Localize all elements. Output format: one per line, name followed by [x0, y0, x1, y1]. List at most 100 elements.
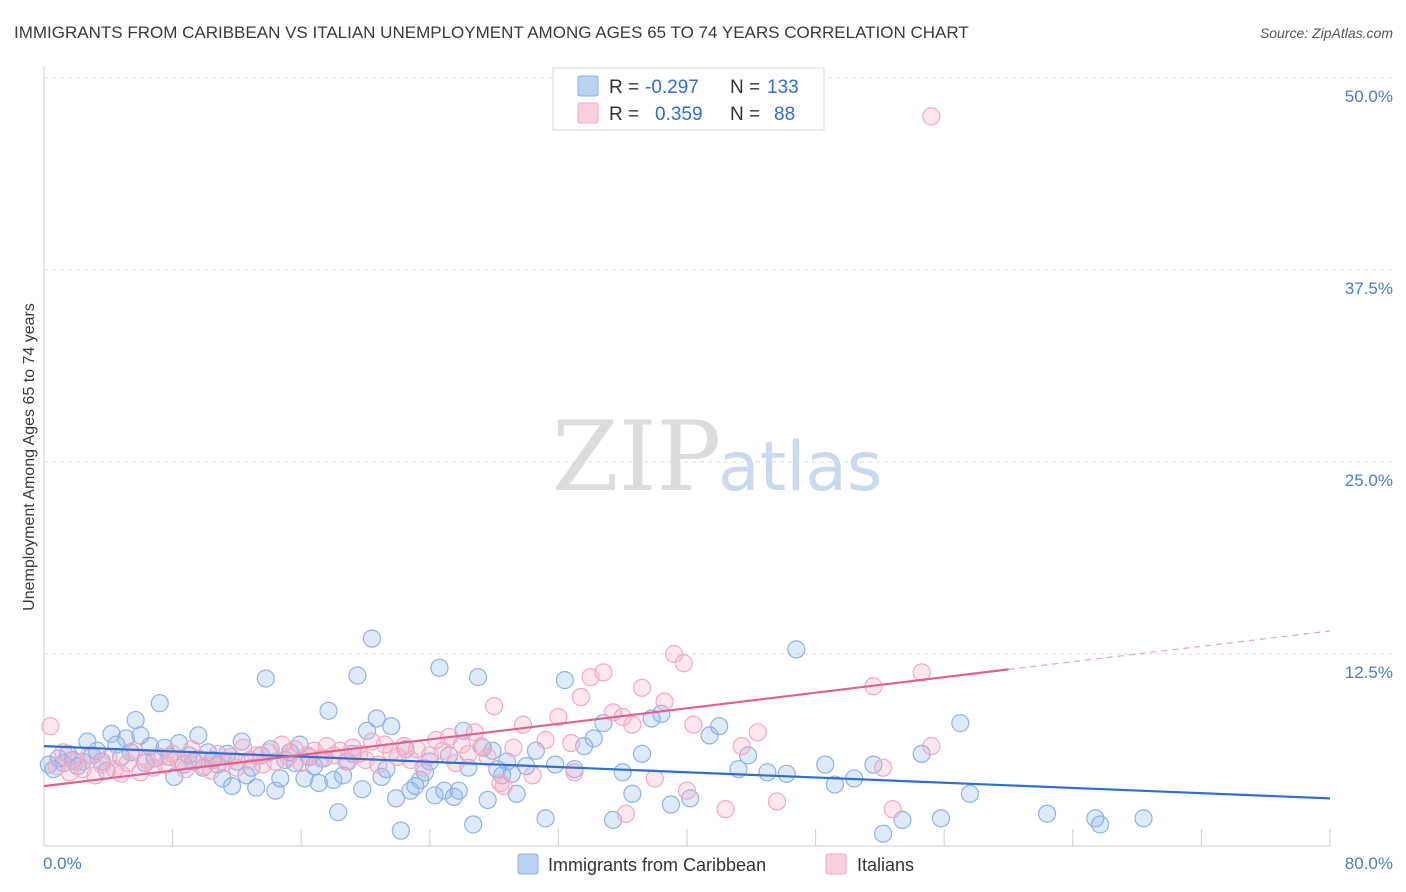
legend-n-label-italians: N =: [730, 104, 760, 125]
point-italians: [623, 715, 642, 734]
point-caribbean: [738, 746, 758, 765]
point-caribbean: [787, 640, 806, 659]
point-caribbean: [1091, 815, 1110, 834]
point-caribbean: [536, 809, 555, 828]
point-caribbean: [632, 744, 652, 763]
point-caribbean: [353, 780, 372, 799]
point-caribbean: [758, 763, 777, 782]
point-caribbean: [874, 824, 893, 843]
stats-legend: R = -0.297 N = 133 R = 0.359 N = 88: [552, 67, 825, 131]
point-italians: [472, 737, 491, 756]
series-legend: Immigrants from Caribbean Italians: [517, 853, 914, 875]
point-caribbean: [825, 775, 844, 794]
point-caribbean: [406, 776, 425, 796]
point-italians: [922, 107, 941, 126]
point-caribbean: [150, 694, 169, 713]
y-tick-label: 37.5%: [1345, 279, 1393, 298]
point-caribbean: [960, 784, 980, 803]
series-legend-label-italians: Italians: [857, 855, 914, 875]
y-tick-labels: 12.5% 25.0% 37.5% 50.0%: [1345, 87, 1393, 682]
point-italians: [748, 723, 767, 742]
point-caribbean: [710, 717, 729, 736]
point-caribbean: [700, 726, 719, 745]
y-tick-label: 25.0%: [1345, 471, 1393, 490]
point-caribbean: [613, 763, 632, 782]
point-italians: [665, 644, 684, 664]
point-caribbean: [348, 666, 367, 685]
point-caribbean: [464, 815, 483, 834]
point-italians: [182, 740, 201, 759]
trend-layer: [43, 630, 1331, 800]
chart-source: Source: ZipAtlas.com: [1260, 25, 1393, 41]
series-legend-label-caribbean: Immigrants from Caribbean: [548, 855, 766, 875]
point-caribbean: [816, 755, 835, 774]
point-caribbean: [468, 667, 488, 687]
point-italians: [732, 737, 751, 756]
point-italians: [922, 737, 941, 756]
point-caribbean: [546, 755, 565, 774]
point-caribbean: [435, 781, 454, 800]
point-italians: [485, 697, 504, 716]
point-italians: [571, 687, 591, 707]
series-legend-swatch-italians: [825, 853, 847, 875]
point-caribbean: [271, 769, 290, 788]
point-italians: [523, 766, 542, 785]
point-italians: [594, 663, 613, 682]
trend-line-caribbean: [43, 745, 1331, 800]
point-italians: [562, 733, 581, 753]
point-caribbean: [391, 821, 410, 840]
point-caribbean: [1134, 809, 1153, 828]
point-italians: [767, 792, 787, 811]
point-italians: [99, 749, 118, 768]
x-tick-min: 0.0%: [43, 854, 82, 873]
point-italians: [874, 758, 893, 777]
point-caribbean: [324, 770, 343, 790]
point-caribbean: [444, 787, 464, 806]
point-caribbean: [951, 714, 970, 733]
point-caribbean: [295, 769, 314, 788]
point-italians: [645, 769, 664, 788]
legend-n-value-caribbean: 133: [767, 77, 799, 98]
point-caribbean: [1037, 804, 1057, 823]
legend-n-value-italians: 88: [774, 104, 795, 125]
point-caribbean: [232, 732, 251, 751]
point-caribbean: [430, 658, 449, 677]
point-caribbean: [1086, 809, 1105, 828]
point-caribbean: [584, 729, 603, 748]
axis-layer: [43, 66, 1331, 847]
point-caribbean: [931, 809, 951, 828]
point-italians: [478, 747, 497, 767]
point-caribbean: [661, 795, 681, 814]
point-italians: [616, 804, 636, 823]
point-italians: [491, 773, 510, 793]
point-italians: [632, 678, 652, 697]
point-italians: [674, 654, 693, 673]
trend-line-italians-extension: [1008, 630, 1331, 670]
point-italians: [494, 776, 513, 796]
point-caribbean: [912, 744, 931, 763]
point-italians: [504, 738, 523, 757]
chart-title: IMMIGRANTS FROM CARIBBEAN VS ITALIAN UNE…: [14, 23, 969, 42]
legend-r-value-caribbean: -0.297: [645, 77, 699, 98]
point-caribbean: [309, 773, 328, 793]
point-italians: [684, 715, 703, 734]
point-italians: [41, 717, 60, 736]
y-axis-label: Unemployment Among Ages 65 to 74 years: [21, 303, 38, 611]
point-caribbean: [367, 709, 386, 728]
grid-layer: [44, 77, 1394, 655]
legend-r-value-italians: 0.359: [655, 104, 703, 125]
point-caribbean: [386, 789, 406, 808]
point-caribbean: [256, 669, 275, 688]
point-caribbean: [247, 778, 266, 797]
y-tick-label: 50.0%: [1345, 87, 1393, 106]
point-caribbean: [102, 724, 121, 743]
point-caribbean: [362, 629, 382, 648]
trend-line-italians: [43, 668, 1009, 788]
point-italians: [716, 800, 735, 819]
point-caribbean: [126, 710, 145, 730]
point-caribbean: [449, 781, 468, 800]
legend-n-label-caribbean: N =: [730, 77, 760, 98]
point-caribbean: [483, 741, 502, 760]
